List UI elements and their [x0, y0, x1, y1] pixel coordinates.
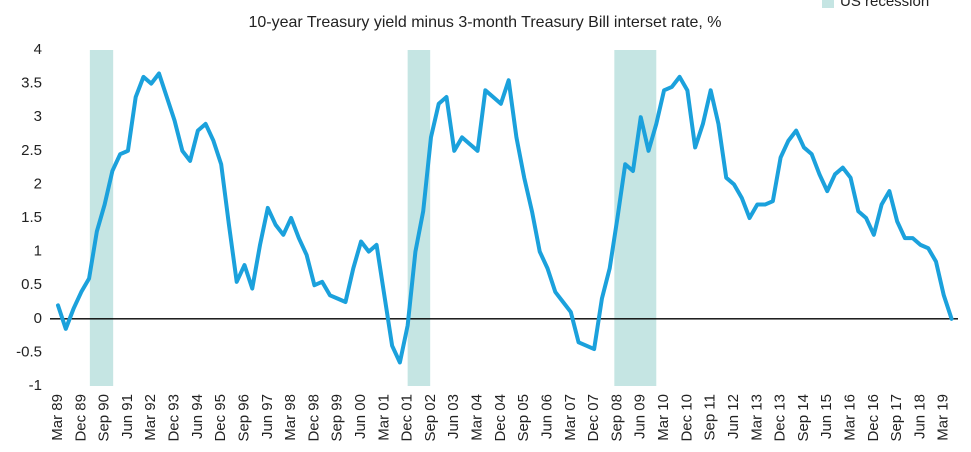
x-tick-label: Jun 03: [445, 394, 462, 439]
x-tick-label: Dec 07: [585, 394, 602, 442]
x-tick-label: Mar 16: [842, 394, 859, 441]
x-tick-label: Mar 92: [142, 394, 159, 441]
chart-subtitle: 10-year Treasury yield minus 3-month Tre…: [248, 14, 721, 31]
x-tick-label: Jun 09: [632, 394, 649, 439]
y-tick-label: 3.5: [21, 75, 42, 92]
x-tick-label: Mar 13: [748, 394, 765, 441]
legend-swatch: [822, 0, 834, 8]
x-tick-label: Mar 07: [562, 394, 579, 441]
x-tick-label: Mar 98: [282, 394, 299, 441]
y-tick-label: 1: [34, 243, 42, 260]
recession-band: [407, 50, 431, 386]
x-tick-label: Mar 89: [49, 394, 66, 441]
x-tick-label: Jun 06: [538, 394, 555, 439]
recession-band: [614, 50, 657, 386]
x-tick-label: Mar 04: [469, 394, 486, 441]
x-tick-label: Sep 02: [422, 394, 439, 442]
x-tick-label: Dec 98: [305, 394, 322, 442]
x-tick-label: Sep 05: [515, 394, 532, 442]
data-line: [56, 71, 954, 365]
x-tick-label: Dec 10: [678, 394, 695, 442]
x-tick-label: Mar 01: [375, 394, 392, 441]
x-tick-label: Dec 89: [72, 394, 89, 442]
x-tick-label: Dec 04: [492, 394, 509, 442]
x-tick-label: Sep 11: [702, 394, 719, 440]
x-tick-label: Jun 91: [119, 394, 136, 439]
x-tick-label: Jun 15: [818, 394, 835, 439]
x-tick-label: Jun 94: [189, 394, 206, 439]
x-tick-label: Sep 17: [888, 394, 905, 442]
x-tick-label: Sep 14: [795, 394, 812, 442]
legend-label: US recession: [840, 0, 929, 10]
x-tick-label: Jun 97: [259, 394, 276, 439]
x-tick-label: Jun 00: [352, 394, 369, 439]
y-tick-label: 2: [34, 175, 42, 192]
y-tick-label: 0.5: [21, 276, 42, 293]
x-tick-label: Jun 12: [725, 394, 742, 439]
y-tick-label: -1: [29, 377, 42, 394]
x-tick-label: Dec 95: [212, 394, 229, 442]
y-tick-label: 3: [34, 108, 42, 125]
x-tick-label: Dec 16: [865, 394, 882, 442]
y-tick-label: 1.5: [21, 209, 42, 226]
x-tick-label: Sep 90: [96, 394, 113, 442]
x-tick-label: Jun 18: [911, 394, 928, 439]
x-tick-label: Mar 19: [935, 394, 952, 441]
x-tick-label: Sep 08: [608, 394, 625, 442]
x-tick-label: Sep 96: [235, 394, 252, 442]
x-tick-label: Sep 99: [329, 394, 346, 442]
x-tick-label: Mar 10: [655, 394, 672, 441]
x-tick-label: Dec 01: [399, 394, 416, 442]
y-tick-label: 0: [34, 310, 42, 327]
y-tick-label: 4: [34, 41, 42, 58]
x-tick-label: Dec 13: [772, 394, 789, 442]
y-tick-label: 2.5: [21, 142, 42, 159]
y-tick-label: -0.5: [16, 343, 42, 360]
x-tick-label: Dec 93: [166, 394, 183, 442]
